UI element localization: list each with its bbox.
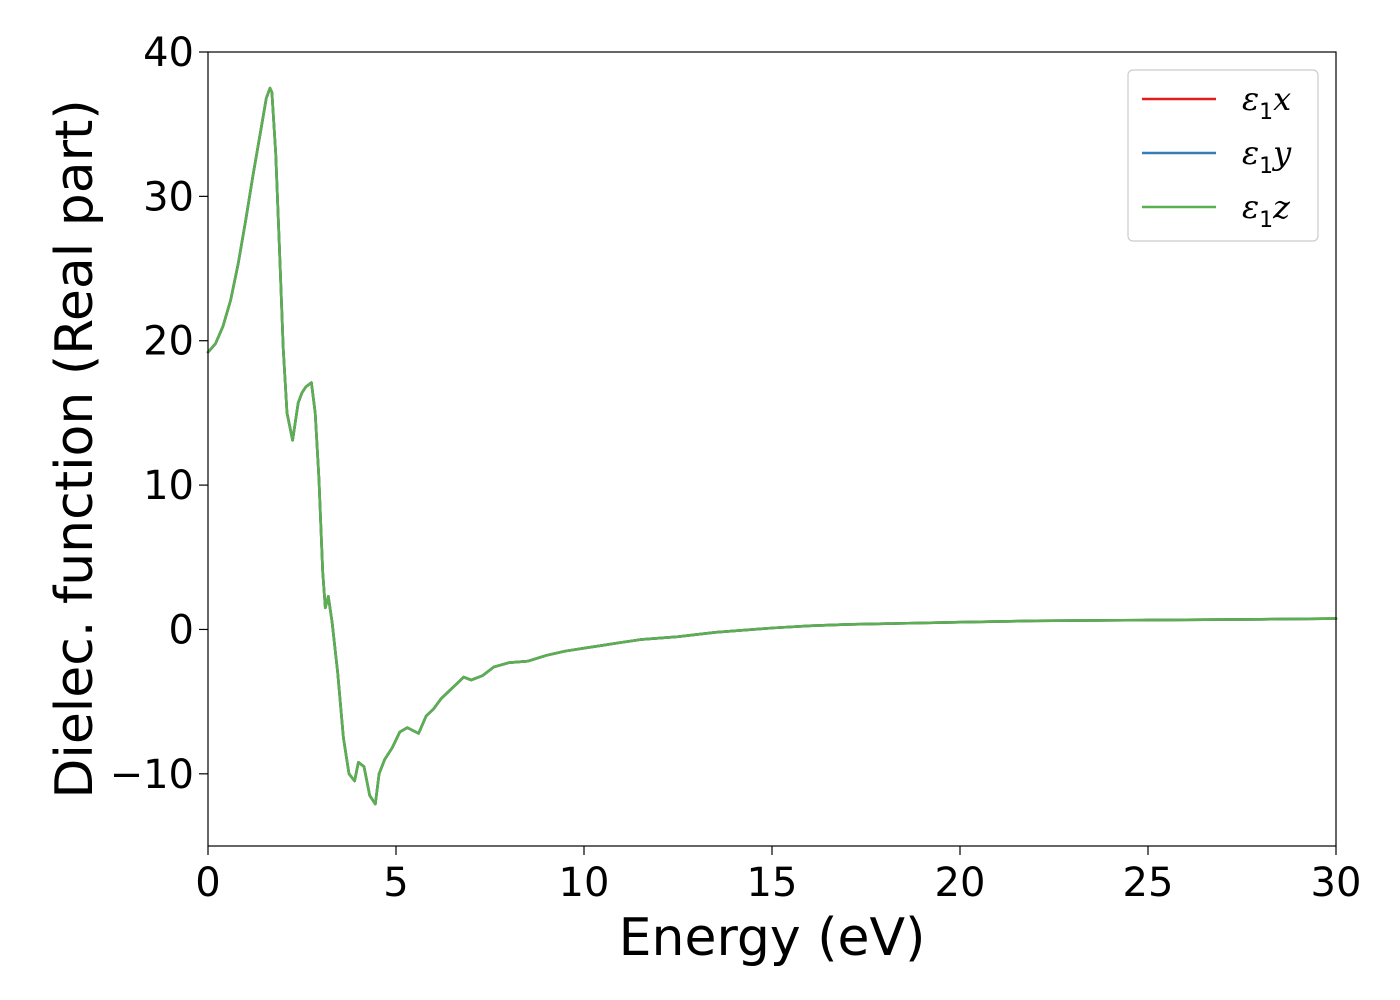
legend-axis-letter: y [1271, 134, 1292, 172]
legend-entry-z: ε1z [1242, 188, 1291, 233]
legend-subscript: 1 [1259, 154, 1273, 179]
y-tick-label: 20 [143, 319, 194, 365]
legend-box [1127, 69, 1319, 242]
x-tick-label: 20 [935, 860, 986, 906]
y-tick-label: 40 [143, 30, 194, 76]
legend-symbol: ε [1242, 188, 1259, 226]
x-axis-label: Energy (eV) [619, 908, 926, 968]
series-line-z [206, 86, 1338, 806]
x-tick-label: 5 [383, 860, 408, 906]
legend-subscript: 1 [1259, 208, 1273, 233]
y-tick-label: 0 [169, 607, 194, 653]
legend-entry-y: ε1y [1242, 134, 1292, 179]
legend-axis-letter: z [1272, 188, 1291, 226]
x-tick-label: 10 [559, 860, 610, 906]
plot-lines [206, 86, 1338, 806]
legend-symbol: ε [1242, 80, 1259, 118]
y-axis-label: Dielec. function (Real part) [45, 99, 105, 798]
x-tick-label: 15 [747, 860, 798, 906]
y-tick-label: 10 [143, 463, 194, 509]
legend-subscript: 1 [1259, 100, 1273, 125]
x-tick-label: 25 [1123, 860, 1174, 906]
x-axis-ticks: 0 5 10 15 20 25 30 [195, 846, 1361, 906]
legend-axis-letter: x [1273, 80, 1291, 118]
legend-entry-x: ε1x [1242, 80, 1291, 125]
y-tick-label: 30 [143, 174, 194, 220]
y-axis-ticks: −10 0 10 20 30 40 [110, 30, 208, 798]
x-tick-label: 0 [195, 860, 220, 906]
x-tick-label: 30 [1311, 860, 1362, 906]
y-tick-label: −10 [110, 752, 194, 798]
legend-symbol: ε [1242, 134, 1259, 172]
